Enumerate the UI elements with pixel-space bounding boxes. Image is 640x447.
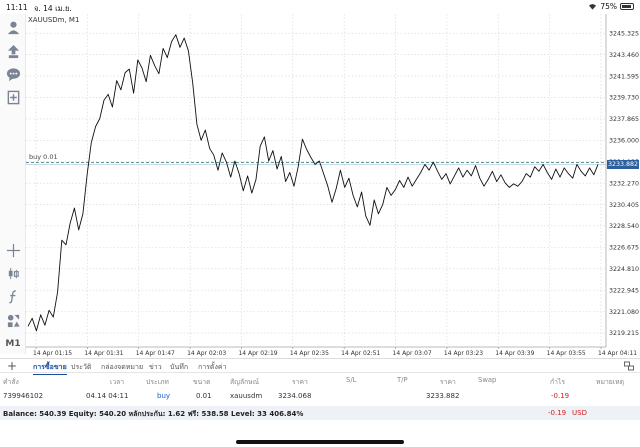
timeframe-button[interactable]: M1 (5, 339, 21, 349)
time-tick-label: 14 Apr 01:47 (136, 350, 175, 357)
tab-trade[interactable]: การซื้อขาย (33, 362, 67, 375)
trade-line-label: buy 0.01 (29, 153, 58, 162)
add-tab-button[interactable]: + (7, 359, 18, 373)
orders-table-header: คำสั่ง เวลา ประเภท ขนาด สัญลักษณ์ ราคา S… (0, 376, 640, 388)
time-tick-label: 14 Apr 03:55 (547, 350, 586, 357)
header-volume: ขนาด (193, 378, 211, 386)
order-type: buy (157, 392, 171, 400)
tab-mailbox[interactable]: กล่องจดหมาย (101, 363, 144, 371)
account-icon[interactable] (4, 18, 22, 36)
price-tick-label: 3241.595 (609, 73, 639, 80)
header-time: เวลา (110, 378, 125, 386)
left-toolbar: M1 (0, 14, 26, 354)
chat-icon[interactable] (4, 65, 22, 83)
time-tick-label: 14 Apr 02:35 (290, 350, 329, 357)
battery-percent: 75% (600, 2, 617, 11)
header-price: ราคา (292, 378, 308, 386)
price-series-line (27, 34, 599, 332)
header-profit: กำไร (550, 378, 566, 386)
price-tick-label: 3219.215 (609, 330, 639, 337)
price-tick-label: 3230.405 (609, 202, 639, 209)
header-sl: S/L (346, 376, 357, 384)
header-swap: Swap (478, 376, 497, 384)
header-tp: T/P (397, 376, 408, 384)
clock: 11:11 (6, 3, 28, 12)
header-comment: หมายเหตุ (596, 378, 624, 386)
order-profit: -0.19 (551, 392, 570, 400)
candles-icon[interactable] (4, 264, 22, 282)
time-tick-label: 14 Apr 03:07 (393, 350, 432, 357)
price-tick-label: 3237.865 (609, 116, 639, 123)
order-id: 739946102 (3, 392, 44, 400)
tab-journal[interactable]: บันทึก (170, 363, 189, 371)
price-tick-label: 3221.080 (609, 309, 639, 316)
time-tick-label: 14 Apr 01:15 (33, 350, 72, 357)
toolbox-tabs: + การซื้อขาย ประวัติ กล่องจดหมาย ข่าว บั… (0, 358, 640, 375)
home-indicator (236, 440, 404, 444)
battery-icon (620, 3, 634, 10)
status-right: 75% (588, 2, 634, 11)
order-time: 04.14 04:11 (86, 392, 129, 400)
tab-history[interactable]: ประวัติ (71, 363, 92, 371)
chart-canvas[interactable]: 3245.325 3243.460 3241.595 3239.730 3237.865… (26, 14, 640, 359)
total-profit: -0.19 (548, 409, 567, 417)
bid-price-tag: 3233.882 (607, 160, 639, 170)
time-tick-label: 14 Apr 02:19 (238, 350, 277, 357)
table-row[interactable]: 739946102 04.14 04:11 buy 0.01 xauusdm 3… (0, 392, 640, 404)
account-summary: Balance: 540.39 Equity: 540.20 หลักประกั… (3, 410, 304, 418)
price-tick-label: 3243.460 (609, 52, 639, 59)
profit-currency: USD (572, 409, 587, 417)
time-tick-label: 14 Apr 01:31 (84, 350, 123, 357)
time-tick-label: 14 Apr 02:51 (341, 350, 380, 357)
price-tick-label: 3226.675 (609, 245, 639, 252)
price-tick-label: 3228.540 (609, 223, 639, 230)
order-price: 3234.068 (278, 392, 312, 400)
date: จ. 14 เม.ย. (34, 4, 72, 13)
price-tick-label: 3239.730 (609, 95, 639, 102)
header-order: คำสั่ง (3, 378, 19, 386)
time-tick-label: 14 Apr 04:11 (598, 350, 637, 357)
order-current-price: 3233.882 (426, 392, 460, 400)
header-current-price: ราคา (440, 378, 456, 386)
tab-settings[interactable]: การตั้งค่า (198, 363, 227, 371)
time-tick-label: 14 Apr 03:23 (444, 350, 483, 357)
header-type: ประเภท (146, 378, 169, 386)
balance-bar: Balance: 540.39 Equity: 540.20 หลักประกั… (0, 406, 640, 420)
trade-icon[interactable] (4, 42, 22, 60)
crosshair-icon[interactable] (4, 241, 22, 259)
chart-symbol: XAUUSDm, M1 (28, 16, 80, 24)
order-symbol: xauusdm (230, 392, 263, 400)
time-tick-label: 14 Apr 02:03 (187, 350, 226, 357)
toolbox-layout-icon[interactable] (624, 361, 634, 371)
time-tick-label: 14 Apr 03:39 (495, 350, 534, 357)
price-tick-label: 3236.000 (609, 138, 639, 145)
indicator-icon[interactable] (4, 287, 22, 305)
tab-news[interactable]: ข่าว (149, 363, 162, 371)
price-chart[interactable]: 3245.325 3243.460 3241.595 3239.730 3237.865… (26, 14, 640, 359)
header-symbol: สัญลักษณ์ (230, 378, 260, 386)
price-tick-label: 3245.325 (609, 30, 639, 37)
price-tick-label: 3224.810 (609, 266, 639, 273)
new-chart-icon[interactable] (4, 88, 22, 106)
wifi-icon (589, 4, 597, 10)
order-volume: 0.01 (196, 392, 212, 400)
objects-icon[interactable] (4, 311, 22, 329)
price-tick-label: 3222.945 (609, 287, 639, 294)
price-tick-label: 3232.270 (609, 180, 639, 187)
status-bar: 11:11 จ. 14 เม.ย. 75% (0, 0, 640, 14)
